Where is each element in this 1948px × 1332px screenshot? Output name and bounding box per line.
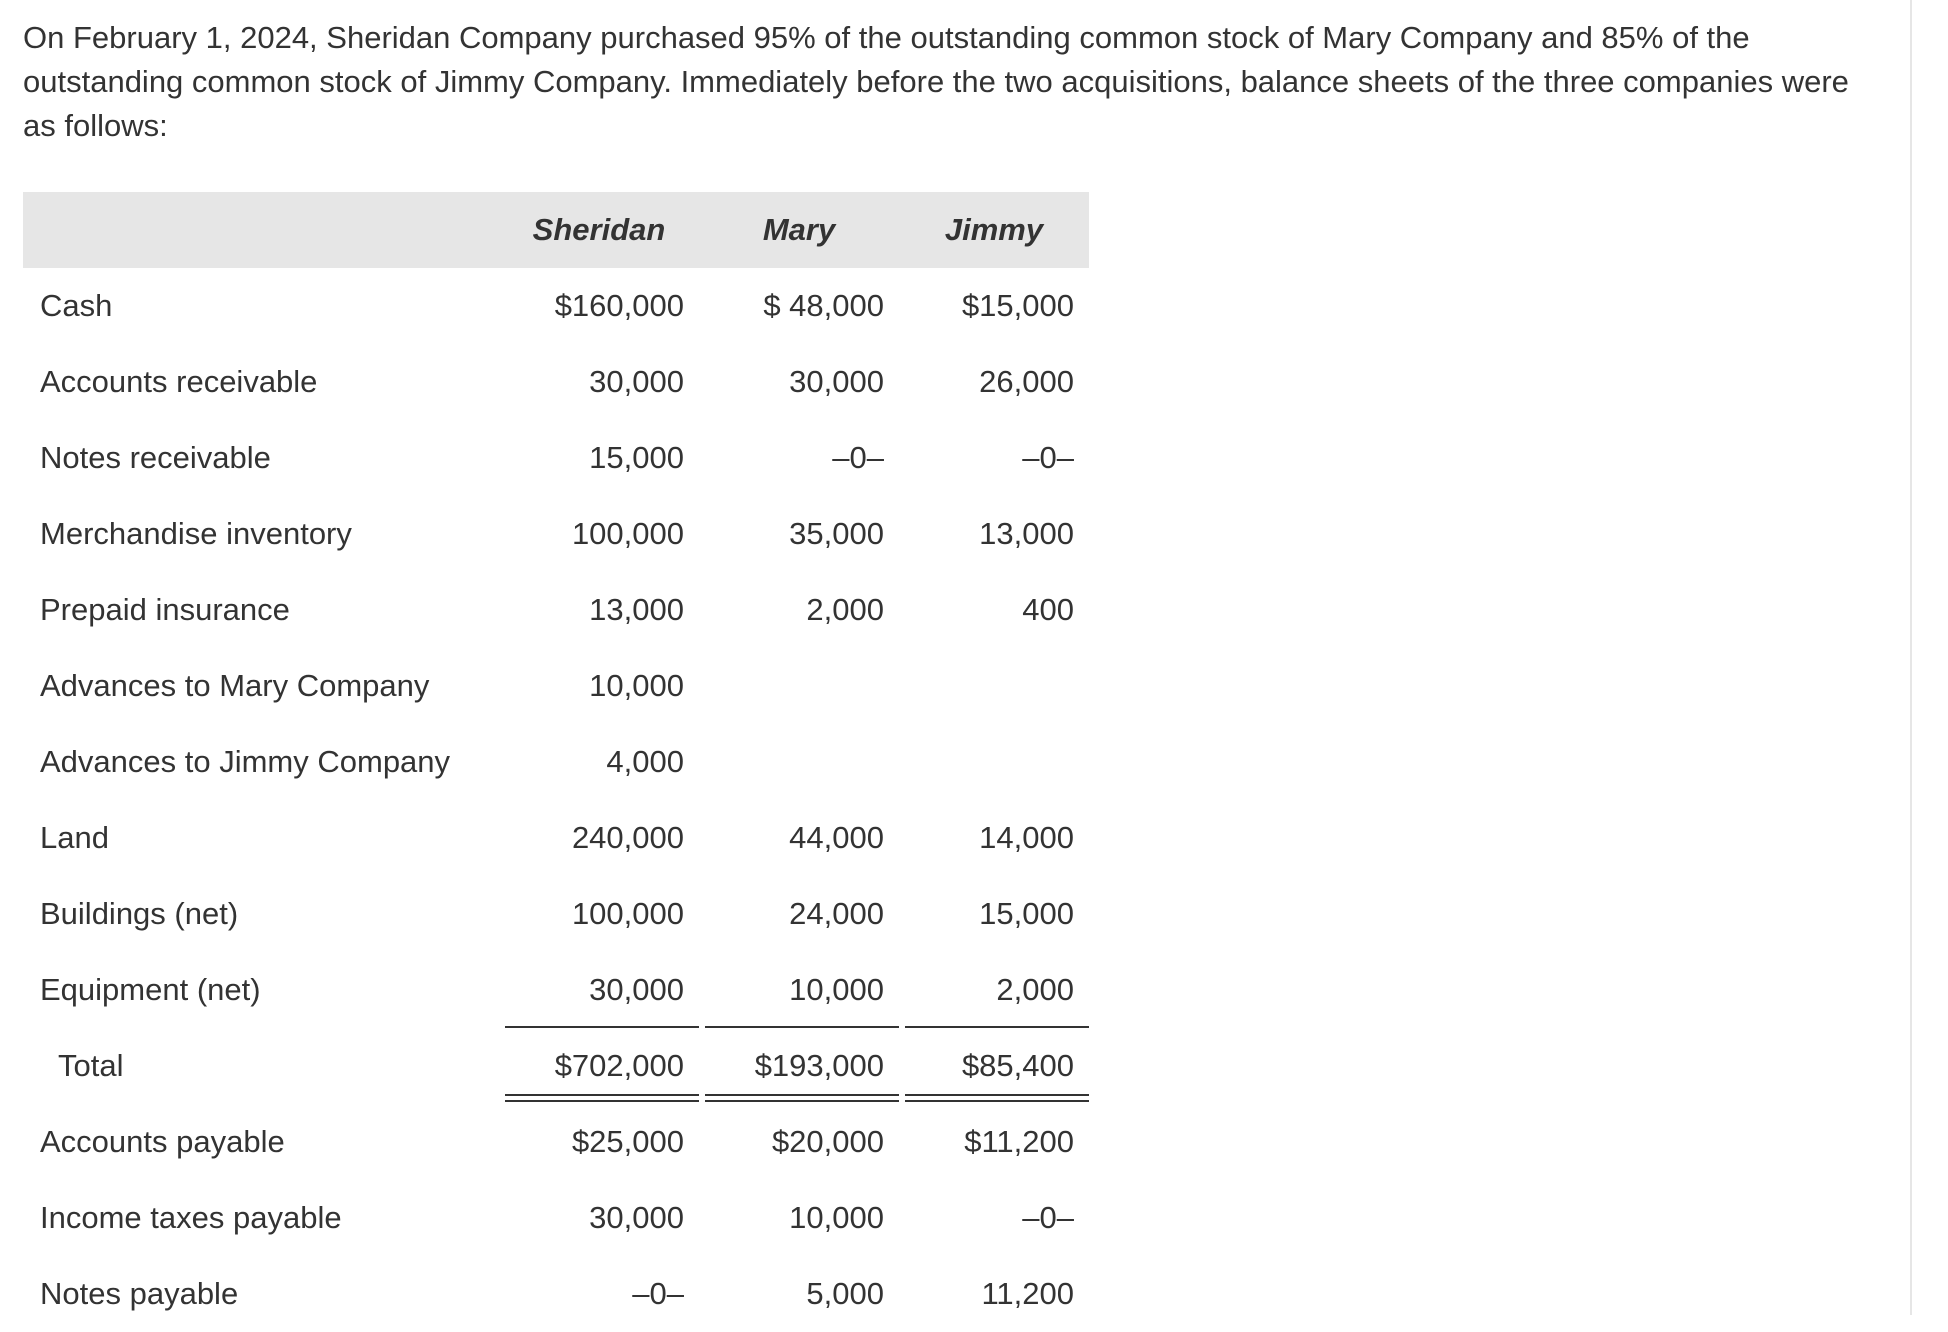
row-label: Buildings (net) <box>40 896 239 931</box>
row-label: Advances to Jimmy Company <box>40 744 451 779</box>
table-row: Notes receivable 15,000 –0– –0– <box>23 420 1089 496</box>
cell-jimmy: –0– <box>1022 440 1074 475</box>
row-label: Cash <box>40 288 113 323</box>
row-label: Equipment (net) <box>40 972 261 1007</box>
row-label: Accounts payable <box>40 1124 285 1159</box>
row-label: Accounts receivable <box>40 364 318 399</box>
cell-jimmy: 14,000 <box>979 820 1074 855</box>
table-row: Equipment (net) 30,000 10,000 2,000 <box>23 952 1089 1028</box>
cell-mary: $ 48,000 <box>763 288 884 323</box>
table-header-row: Sheridan Mary Jimmy <box>23 192 1089 268</box>
cell-mary: $193,000 <box>699 1028 899 1104</box>
row-label: Notes payable <box>40 1276 239 1311</box>
cell-jimmy: 13,000 <box>979 516 1074 551</box>
table-row: Merchandise inventory 100,000 35,000 13,… <box>23 496 1089 572</box>
table-row: Advances to Jimmy Company 4,000 <box>23 724 1089 800</box>
cell-mary: 10,000 <box>789 1200 884 1235</box>
table-row: Notes payable –0– 5,000 11,200 <box>23 1256 1089 1332</box>
cell-sheridan: 240,000 <box>571 820 684 855</box>
row-label: Land <box>40 820 109 855</box>
cell-sheridan: 100,000 <box>571 896 684 931</box>
cell-jimmy: 26,000 <box>979 364 1074 399</box>
table-row: Cash $160,000 $ 48,000 $15,000 <box>23 268 1089 344</box>
cell-sheridan: 15,000 <box>589 440 684 475</box>
cell-sheridan: 30,000 <box>589 364 684 399</box>
cell-mary: 10,000 <box>699 952 899 1028</box>
cell-sheridan: $160,000 <box>554 288 684 323</box>
cell-mary: 24,000 <box>789 896 884 931</box>
cell-sheridan: 30,000 <box>589 1200 684 1235</box>
cell-jimmy: 11,200 <box>981 1276 1074 1311</box>
table-row: Prepaid insurance 13,000 2,000 400 <box>23 572 1089 648</box>
cell-mary: 5,000 <box>806 1276 884 1311</box>
cell-mary: 2,000 <box>806 592 884 627</box>
cell-sheridan: 10,000 <box>589 668 684 703</box>
intro-paragraph: On February 1, 2024, Sheridan Company pu… <box>23 20 1849 143</box>
row-label: Total <box>58 1048 124 1083</box>
header-jimmy: Jimmy <box>899 192 1089 268</box>
table-row: Income taxes payable 30,000 10,000 –0– <box>23 1180 1089 1256</box>
cell-jimmy: 2,000 <box>899 952 1089 1028</box>
cell-jimmy: $15,000 <box>961 288 1074 323</box>
cell-mary: 44,000 <box>789 820 884 855</box>
cell-jimmy <box>899 648 1089 724</box>
page: On February 1, 2024, Sheridan Company pu… <box>23 20 1849 1311</box>
cell-sheridan: 4,000 <box>606 744 684 779</box>
cell-mary: 30,000 <box>789 364 884 399</box>
total-row: Total $702,000 $193,000 $85,400 <box>23 1028 1089 1104</box>
cell-sheridan: –0– <box>632 1276 684 1311</box>
cell-mary <box>699 724 899 800</box>
row-label: Merchandise inventory <box>40 516 352 551</box>
cell-jimmy: $85,400 <box>899 1028 1089 1104</box>
page-edge-divider <box>1910 0 1912 1315</box>
cell-sheridan: $25,000 <box>571 1124 684 1159</box>
table-row: Advances to Mary Company 10,000 <box>23 648 1089 724</box>
table-row: Accounts payable $25,000 $20,000 $11,200 <box>23 1104 1089 1180</box>
header-mary: Mary <box>699 192 899 268</box>
header-sheridan: Sheridan <box>499 192 699 268</box>
table-row: Accounts receivable 30,000 30,000 26,000 <box>23 344 1089 420</box>
row-label: Income taxes payable <box>40 1200 342 1235</box>
row-label: Advances to Mary Company <box>40 668 430 703</box>
header-blank <box>23 192 499 268</box>
cell-sheridan: 30,000 <box>499 952 699 1028</box>
row-label: Notes receivable <box>40 440 271 475</box>
cell-sheridan: 100,000 <box>571 516 684 551</box>
cell-mary <box>699 648 899 724</box>
table-row: Buildings (net) 100,000 24,000 15,000 <box>23 876 1089 952</box>
balance-sheet-table: Sheridan Mary Jimmy Cash $160,000 $ 48,0… <box>23 192 1089 1332</box>
cell-mary: –0– <box>832 440 884 475</box>
cell-jimmy: 400 <box>1022 592 1074 627</box>
cell-jimmy <box>899 724 1089 800</box>
cell-sheridan: 13,000 <box>589 592 684 627</box>
cell-sheridan: $702,000 <box>499 1028 699 1104</box>
cell-jimmy: $11,200 <box>964 1124 1074 1159</box>
cell-mary: $20,000 <box>771 1124 884 1159</box>
cell-mary: 35,000 <box>789 516 884 551</box>
cell-jimmy: –0– <box>1022 1200 1074 1235</box>
cell-jimmy: 15,000 <box>979 896 1074 931</box>
row-label: Prepaid insurance <box>40 592 290 627</box>
table-row: Land 240,000 44,000 14,000 <box>23 800 1089 876</box>
